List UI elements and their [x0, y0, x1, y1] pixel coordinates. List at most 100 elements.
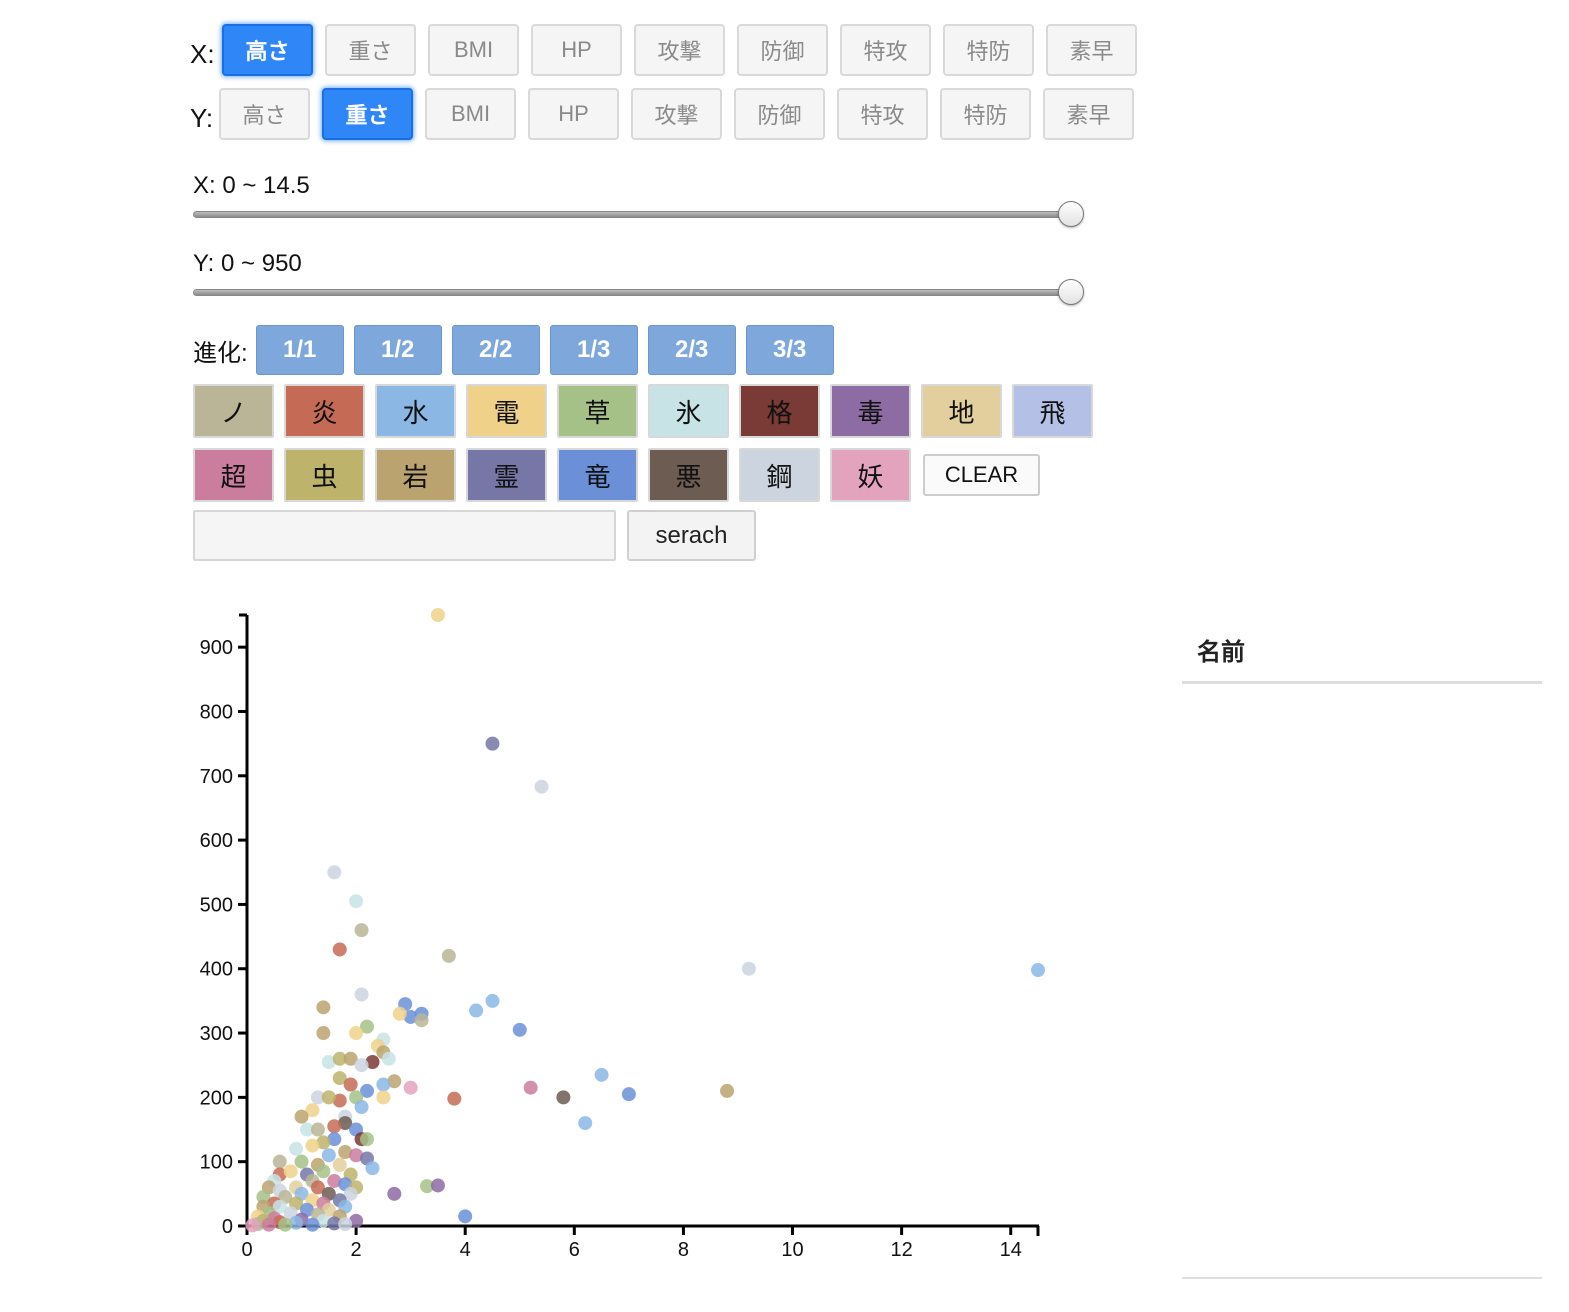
- data-point: [316, 1213, 331, 1228]
- data-point: [403, 1009, 418, 1024]
- type-button-types_row1-9[interactable]: 地: [921, 384, 1002, 438]
- x-range-label: X: 0 ~ 14.5: [193, 172, 310, 199]
- data-point: [294, 1154, 309, 1169]
- type-button-types_row1-7[interactable]: 格: [739, 384, 820, 438]
- data-point: [349, 894, 364, 909]
- data-point: [360, 1019, 375, 1034]
- type-button-types_row1-3[interactable]: 水: [375, 384, 456, 438]
- data-point: [332, 1071, 347, 1086]
- data-point: [321, 1148, 336, 1163]
- data-point: [321, 1054, 336, 1069]
- data-point: [327, 1173, 342, 1188]
- y-range-handle[interactable]: [1058, 279, 1084, 305]
- data-point: [469, 1003, 484, 1018]
- y-tick-label: 400: [200, 959, 233, 981]
- data-point: [420, 1179, 435, 1194]
- data-point: [305, 1103, 320, 1118]
- data-point: [360, 1083, 375, 1098]
- x-axis-label: X:: [190, 38, 215, 69]
- y-axis-option-9[interactable]: 素早: [1043, 88, 1134, 140]
- data-point: [365, 1054, 380, 1069]
- evolution-button-4[interactable]: 1/3: [549, 325, 638, 375]
- x-tick-label: 4: [460, 1239, 471, 1261]
- x-axis-option-2[interactable]: 重さ: [325, 24, 416, 76]
- search-input[interactable]: [193, 510, 616, 561]
- type-button-types_row1-1[interactable]: ノ: [193, 384, 274, 438]
- data-point: [365, 1161, 380, 1176]
- x-axis-option-6[interactable]: 防御: [737, 24, 828, 76]
- evolution-button-3[interactable]: 2/2: [451, 325, 540, 375]
- type-button-types_row1-4[interactable]: 電: [466, 384, 547, 438]
- data-point: [349, 1026, 364, 1041]
- type-button-types_row1-2[interactable]: 炎: [284, 384, 365, 438]
- data-point: [720, 1083, 735, 1098]
- data-point: [376, 1090, 391, 1105]
- data-point: [289, 1141, 304, 1156]
- evolution-button-1[interactable]: 1/1: [255, 325, 344, 375]
- x-tick-label: 0: [241, 1239, 252, 1261]
- data-point: [578, 1116, 593, 1131]
- y-tick-label: 0: [222, 1216, 233, 1238]
- x-axis-option-1[interactable]: 高さ: [222, 24, 313, 76]
- x-axis-option-5[interactable]: 攻撃: [634, 24, 725, 76]
- clear-types-button[interactable]: CLEAR: [923, 454, 1040, 496]
- x-axis-options: 高さ 重さ BMI HP 攻撃 防御 特攻 特防 素早: [222, 24, 1149, 76]
- data-point: [354, 1100, 369, 1115]
- data-point: [354, 923, 369, 938]
- x-range-slider[interactable]: [193, 201, 1084, 227]
- y-tick-label: 200: [200, 1087, 233, 1109]
- data-point: [360, 1132, 375, 1147]
- type-button-types_row2-6[interactable]: 悪: [648, 448, 729, 502]
- type-filter-row-2: 超虫岩霊竜悪鋼妖 CLEAR: [193, 448, 1040, 502]
- type-button-types_row2-7[interactable]: 鋼: [739, 448, 820, 502]
- type-button-types_row1-8[interactable]: 毒: [830, 384, 911, 438]
- data-point: [283, 1164, 298, 1179]
- evolution-options: 1/1 1/2 2/2 1/3 2/3 3/3: [255, 325, 844, 375]
- y-tick-label: 600: [200, 830, 233, 852]
- search-button[interactable]: serach: [627, 510, 756, 561]
- data-point: [441, 948, 456, 963]
- data-point: [594, 1067, 609, 1082]
- x-axis-option-4[interactable]: HP: [531, 24, 622, 76]
- x-axis-option-3[interactable]: BMI: [428, 24, 519, 76]
- y-axis-option-7[interactable]: 特攻: [837, 88, 928, 140]
- evolution-button-6[interactable]: 3/3: [745, 325, 834, 375]
- evolution-button-2[interactable]: 1/2: [353, 325, 442, 375]
- type-button-types_row2-4[interactable]: 霊: [466, 448, 547, 502]
- y-axis-option-3[interactable]: BMI: [425, 88, 516, 140]
- y-axis-option-4[interactable]: HP: [528, 88, 619, 140]
- data-point: [332, 1093, 347, 1108]
- data-point: [354, 1058, 369, 1073]
- data-point: [294, 1109, 309, 1124]
- x-axis-option-8[interactable]: 特防: [943, 24, 1034, 76]
- name-column-header: 名前: [1197, 639, 1245, 666]
- data-point: [512, 1022, 527, 1037]
- y-axis-option-6[interactable]: 防御: [734, 88, 825, 140]
- x-range-handle[interactable]: [1058, 201, 1084, 227]
- type-button-types_row2-2[interactable]: 虫: [284, 448, 365, 502]
- data-point: [458, 1209, 473, 1224]
- data-point: [403, 1080, 418, 1095]
- y-axis-option-5[interactable]: 攻撃: [631, 88, 722, 140]
- evolution-button-5[interactable]: 2/3: [647, 325, 736, 375]
- data-point: [327, 1119, 342, 1134]
- type-button-types_row2-5[interactable]: 竜: [557, 448, 638, 502]
- y-axis-option-1[interactable]: 高さ: [219, 88, 310, 140]
- type-button-types_row2-1[interactable]: 超: [193, 448, 274, 502]
- data-point: [387, 1186, 402, 1201]
- x-axis-option-7[interactable]: 特攻: [840, 24, 931, 76]
- y-axis-option-2[interactable]: 重さ: [322, 88, 413, 140]
- y-range-slider[interactable]: [193, 279, 1084, 305]
- type-button-types_row1-5[interactable]: 草: [557, 384, 638, 438]
- data-point: [321, 1202, 336, 1217]
- x-tick-label: 2: [351, 1239, 362, 1261]
- type-button-types_row2-3[interactable]: 岩: [375, 448, 456, 502]
- type-button-types_row1-6[interactable]: 氷: [648, 384, 729, 438]
- y-tick-label: 700: [200, 766, 233, 788]
- type-button-types_row1-10[interactable]: 飛: [1012, 384, 1093, 438]
- type-button-types_row2-8[interactable]: 妖: [830, 448, 911, 502]
- data-point: [332, 1157, 347, 1172]
- y-axis-label: Y:: [190, 102, 214, 133]
- y-axis-option-8[interactable]: 特防: [940, 88, 1031, 140]
- x-axis-option-9[interactable]: 素早: [1046, 24, 1137, 76]
